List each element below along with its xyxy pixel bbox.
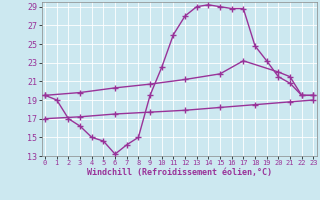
X-axis label: Windchill (Refroidissement éolien,°C): Windchill (Refroidissement éolien,°C) [87,168,272,177]
